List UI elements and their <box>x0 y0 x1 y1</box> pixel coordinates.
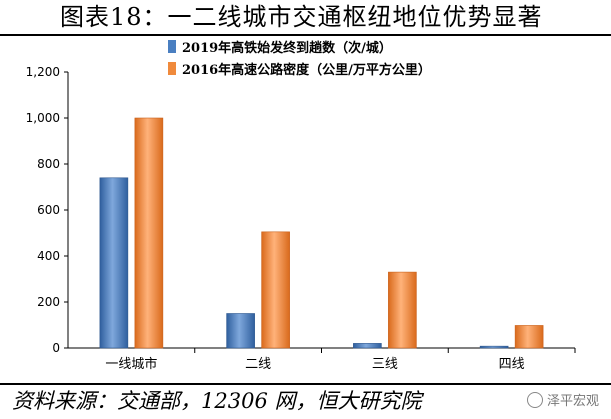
source-note: 资料来源：交通部，12306 网，恒大研究院 <box>12 389 422 413</box>
legend-label: 2016年高速公路密度（公里/万平方公里） <box>182 62 431 78</box>
legend-swatch <box>168 62 176 75</box>
top-rule <box>0 34 611 36</box>
bar <box>99 177 129 349</box>
watermark-text: 泽平宏观 <box>546 394 599 409</box>
bar <box>514 325 544 349</box>
legend-swatch <box>168 40 176 53</box>
bar <box>261 231 290 349</box>
y-tick-label: 400 <box>37 249 60 263</box>
y-tick-label: 1,000 <box>26 111 60 125</box>
y-tick-label: 200 <box>37 295 60 309</box>
x-category-label: 一线城市 <box>105 356 157 372</box>
y-tick-label: 0 <box>52 341 60 355</box>
y-tick-label: 600 <box>37 203 60 217</box>
bar <box>353 343 382 349</box>
x-category-label: 二线 <box>245 357 271 372</box>
bar <box>226 313 255 349</box>
title-band: 图表18：一二线城市交通枢纽地位优势显著 <box>0 0 611 34</box>
wechat-icon <box>526 392 543 408</box>
watermark: 泽平宏观 <box>526 392 599 411</box>
bar <box>388 271 417 349</box>
x-category-label: 四线 <box>499 357 525 372</box>
bar <box>479 345 509 349</box>
bottom-rule <box>0 383 611 385</box>
y-tick-label: 800 <box>37 157 60 171</box>
y-tick-label: 1,200 <box>26 65 60 79</box>
bar-chart: 0 200 400 600 800 1,000 1,200 一线城市 二线 三线 四线 2019年高铁… <box>26 40 576 372</box>
bar <box>134 117 164 349</box>
chart-title: 图表18：一二线城市交通枢纽地位优势显著 <box>60 3 543 31</box>
legend-label: 2019年高铁始发终到趟数（次/城） <box>182 40 392 56</box>
x-category-label: 三线 <box>372 357 398 372</box>
